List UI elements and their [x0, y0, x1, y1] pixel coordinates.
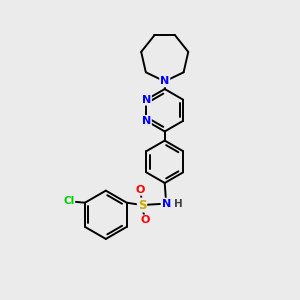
Text: N: N — [162, 199, 171, 208]
Text: Cl: Cl — [63, 196, 74, 206]
Text: N: N — [160, 76, 169, 86]
Text: S: S — [138, 199, 146, 212]
Text: H: H — [174, 199, 183, 208]
Text: O: O — [140, 215, 150, 225]
Text: N: N — [142, 116, 151, 126]
Text: O: O — [136, 185, 145, 195]
Text: N: N — [142, 95, 151, 105]
